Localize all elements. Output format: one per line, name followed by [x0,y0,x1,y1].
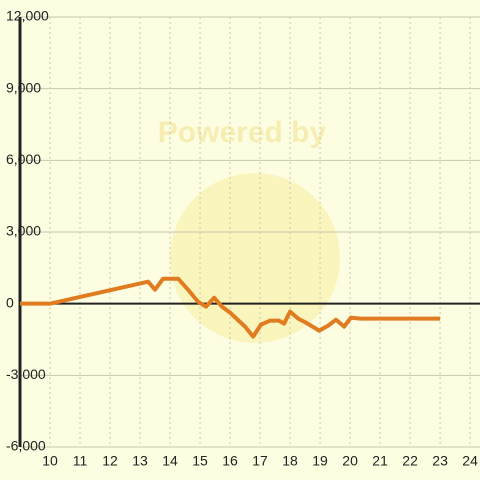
x-tick-label: 11 [73,453,88,469]
x-tick-label: 13 [132,453,148,469]
x-tick-label: 16 [222,453,238,469]
x-tick-label: 24 [462,453,478,469]
y-tick-label: 9,000 [6,79,41,95]
y-tick-label: 0 [6,294,14,310]
y-tick-label: -6,000 [6,438,46,454]
x-tick-label: 19 [312,453,328,469]
x-tick-label: 22 [402,453,418,469]
watermark-logo [170,173,340,343]
x-tick-label: 21 [372,453,388,469]
x-tick-label: 23 [432,453,448,469]
x-tick-label: 14 [162,453,178,469]
x-tick-label: 18 [282,453,298,469]
x-tick-label: 15 [192,453,208,469]
x-tick-label: 17 [252,453,268,469]
y-tick-label: -3,000 [6,366,46,382]
x-tick-label: 12 [102,453,118,469]
data-line [20,276,441,339]
y-tick-label: 12,000 [6,8,49,24]
y-tick-label: 6,000 [6,151,41,167]
x-tick-label: 20 [342,453,358,469]
watermark: Powered by [158,116,327,149]
y-tick-label: 3,000 [6,223,41,239]
x-tick-label: 10 [42,453,58,469]
